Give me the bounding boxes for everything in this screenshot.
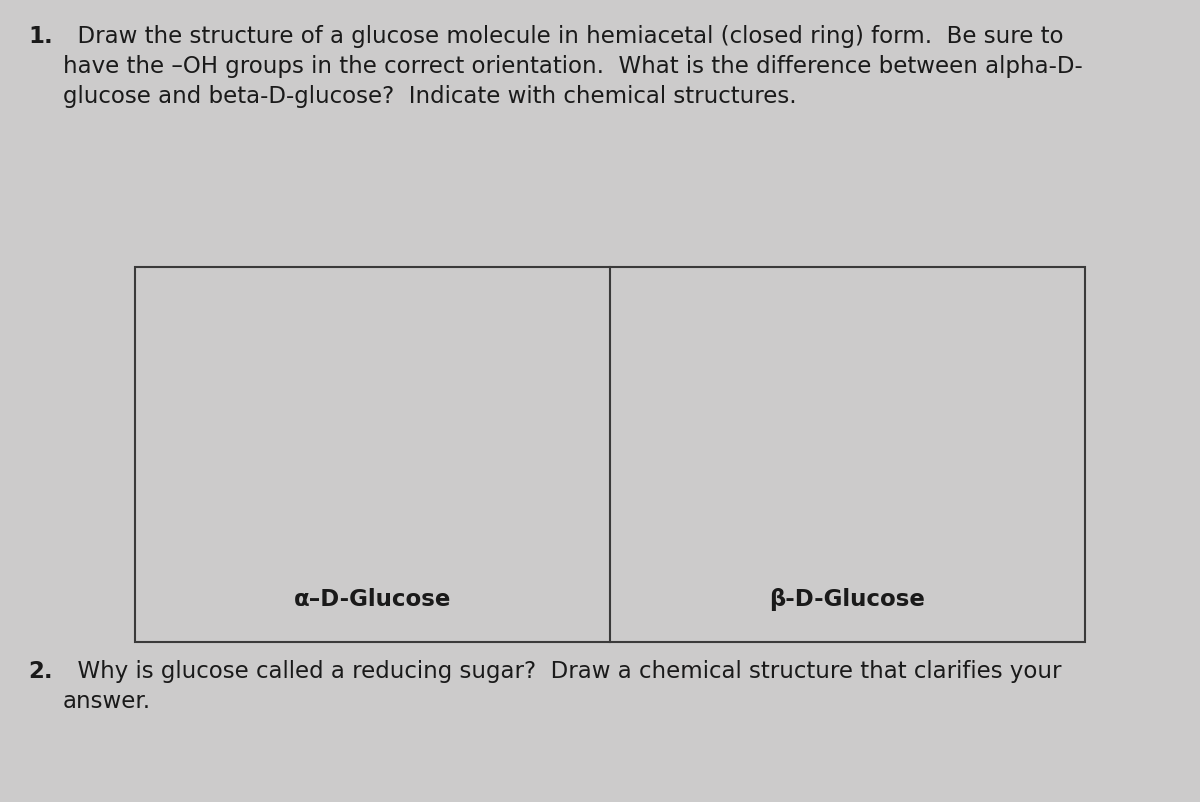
Text: α–D-Glucose: α–D-Glucose	[294, 587, 451, 610]
Text: 2.: 2.	[28, 659, 53, 683]
Text: 1.: 1.	[28, 25, 53, 48]
Text: Draw the structure of a glucose molecule in hemiacetal (closed ring) form.  Be s: Draw the structure of a glucose molecule…	[64, 25, 1082, 107]
Text: β-D-Glucose: β-D-Glucose	[769, 587, 925, 610]
Text: Why is glucose called a reducing sugar?  Draw a chemical structure that clarifie: Why is glucose called a reducing sugar? …	[64, 659, 1062, 712]
Bar	[134, 268, 1085, 642]
